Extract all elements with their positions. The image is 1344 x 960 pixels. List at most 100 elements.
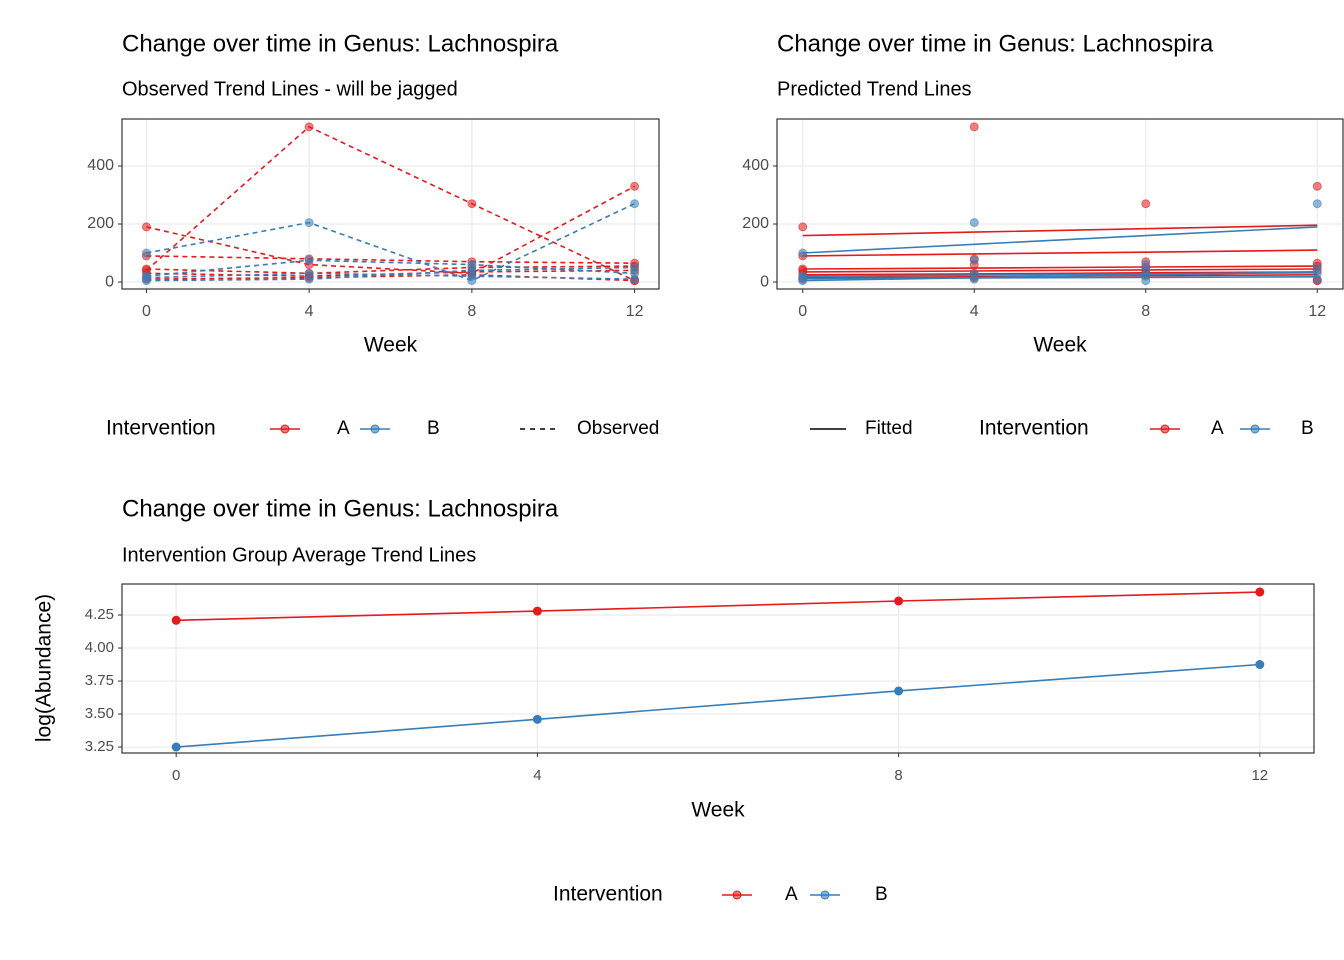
plot-background: [777, 119, 1343, 289]
legend-key: [732, 890, 742, 900]
data-point: [304, 255, 314, 265]
fitted-line: [802, 265, 1318, 270]
chart-subtitle: Intervention Group Average Trend Lines: [122, 544, 476, 566]
legend-label: B: [427, 418, 440, 439]
fitted-line: [802, 276, 1318, 280]
y-tick-label: 4.25: [85, 606, 114, 623]
y-tick-label: 0: [105, 273, 114, 290]
observed-line: [146, 272, 635, 280]
legend-label: A: [1211, 418, 1224, 439]
fitted-line: [802, 268, 1318, 273]
chart-panel: Change over time in Genus: Lachnospira Pr…: [742, 30, 1344, 440]
titles: Change over time in Genus: Lachnospira Pr…: [777, 30, 1214, 100]
legend-title: Intervention: [553, 883, 663, 906]
fitted-line: [802, 224, 1318, 237]
legend-label: Observed: [577, 418, 659, 439]
x-tick-label: 0: [172, 767, 180, 784]
y-tick-label: 4.00: [85, 639, 114, 656]
observed-line: [145, 125, 635, 282]
data-point: [171, 615, 181, 625]
y-tick-label: 3.75: [85, 672, 114, 689]
legend-label: B: [1301, 418, 1314, 439]
data-point: [1312, 199, 1322, 209]
titles: Change over time in Genus: Lachnospira Ob…: [122, 30, 559, 100]
data-point: [141, 248, 151, 258]
legend-key: [280, 424, 290, 434]
data-point: [630, 199, 640, 209]
x-tick-label: 8: [894, 767, 902, 784]
legend-label: Fitted: [865, 418, 913, 439]
average-line: [176, 591, 1260, 622]
y-tick-label: 0: [760, 273, 769, 290]
data-point: [798, 222, 808, 232]
legend-key: [1160, 424, 1170, 434]
data-point: [532, 606, 542, 616]
plot-background: [122, 119, 659, 289]
fitted-line: [802, 271, 1318, 282]
data-point: [1312, 181, 1322, 191]
plot-border: [121, 583, 1315, 754]
data-point: [532, 714, 542, 724]
legend-label: A: [785, 884, 798, 905]
y-axis-title: log(Abundance): [33, 594, 56, 742]
plot-border: [121, 118, 660, 290]
y-tick-label: 400: [742, 157, 769, 174]
titles: Change over time in Genus: Lachnospira In…: [122, 495, 559, 566]
legend-key: [370, 424, 380, 434]
data-point: [969, 122, 979, 132]
legend-key: [820, 890, 830, 900]
data-point: [304, 122, 314, 132]
observed-line: [146, 255, 635, 264]
x-axis-title: Week: [691, 799, 745, 822]
chart-panel: Change over time in Genus: Lachnospira In…: [33, 495, 1315, 906]
x-tick-label: 4: [305, 303, 314, 320]
data-point: [969, 268, 979, 278]
data-point: [630, 263, 640, 273]
data-point: [141, 273, 151, 283]
data-point: [467, 199, 477, 209]
x-tick-label: 4: [533, 767, 541, 784]
fitted-line: [802, 249, 1318, 257]
data-point: [1312, 263, 1322, 273]
x-tick-label: 0: [798, 303, 807, 320]
chart-panel: Change over time in Genus: Lachnospira Ob…: [87, 30, 660, 440]
data-point: [304, 218, 314, 228]
chart-subtitle: Predicted Trend Lines: [777, 78, 972, 100]
data-point: [171, 742, 181, 752]
x-axis-title: Week: [364, 334, 418, 357]
data-point: [304, 268, 314, 278]
y-tick-label: 3.25: [85, 738, 114, 755]
data-point: [1255, 587, 1265, 597]
chart-title: Change over time in Genus: Lachnospira: [777, 30, 1214, 57]
chart-subtitle: Observed Trend Lines - will be jagged: [122, 78, 458, 100]
legend-title: Intervention: [106, 417, 216, 440]
legend-label: B: [875, 884, 888, 905]
data-point: [969, 255, 979, 265]
fitted-line: [802, 271, 1318, 276]
data-point: [969, 218, 979, 228]
legend-title: Intervention: [979, 417, 1089, 440]
data-point: [467, 271, 477, 281]
data-point: [630, 274, 640, 284]
x-tick-label: 12: [626, 303, 644, 320]
x-tick-label: 8: [1141, 303, 1150, 320]
x-axis-title: Week: [1033, 334, 1087, 357]
data-point: [894, 686, 904, 696]
y-tick-label: 200: [742, 215, 769, 232]
fitted-line: [802, 226, 1318, 254]
data-point: [1141, 199, 1151, 209]
observed-line: [146, 265, 635, 275]
legend-label: A: [337, 418, 350, 439]
x-tick-label: 4: [970, 303, 979, 320]
observed-line: [146, 202, 635, 282]
data-point: [141, 222, 151, 232]
y-tick-label: 200: [87, 215, 114, 232]
chart-title: Change over time in Genus: Lachnospira: [122, 495, 559, 522]
plot-background: [122, 584, 1314, 753]
y-tick-label: 3.50: [85, 705, 114, 722]
observed-line: [146, 185, 635, 275]
data-point: [630, 181, 640, 191]
y-tick-label: 400: [87, 157, 114, 174]
data-point: [894, 596, 904, 606]
